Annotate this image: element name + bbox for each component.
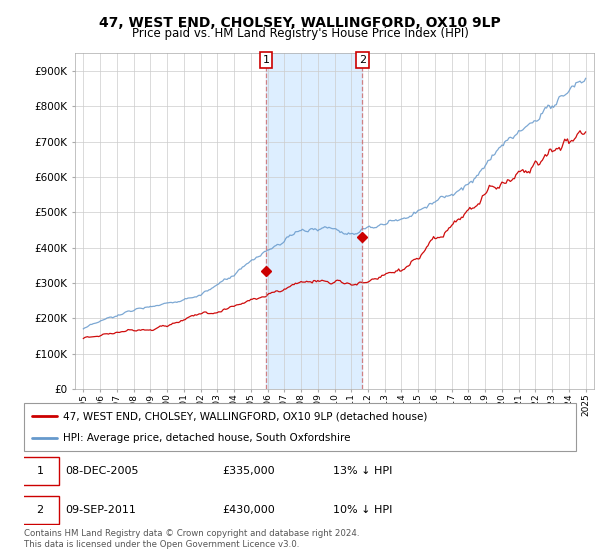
Text: 1: 1: [263, 55, 269, 65]
Text: 09-SEP-2011: 09-SEP-2011: [65, 505, 136, 515]
Text: 2: 2: [359, 55, 366, 65]
Text: HPI: Average price, detached house, South Oxfordshire: HPI: Average price, detached house, Sout…: [62, 433, 350, 443]
FancyBboxPatch shape: [21, 457, 59, 484]
Text: £335,000: £335,000: [223, 466, 275, 475]
FancyBboxPatch shape: [24, 403, 576, 451]
Text: Contains HM Land Registry data © Crown copyright and database right 2024.
This d: Contains HM Land Registry data © Crown c…: [24, 529, 359, 549]
Text: 1: 1: [37, 466, 44, 475]
Text: 10% ↓ HPI: 10% ↓ HPI: [333, 505, 392, 515]
Text: 2: 2: [37, 505, 44, 515]
Text: £430,000: £430,000: [223, 505, 275, 515]
Text: 47, WEST END, CHOLSEY, WALLINGFORD, OX10 9LP (detached house): 47, WEST END, CHOLSEY, WALLINGFORD, OX10…: [62, 411, 427, 421]
Text: 08-DEC-2005: 08-DEC-2005: [65, 466, 139, 475]
Text: 47, WEST END, CHOLSEY, WALLINGFORD, OX10 9LP: 47, WEST END, CHOLSEY, WALLINGFORD, OX10…: [99, 16, 501, 30]
FancyBboxPatch shape: [21, 496, 59, 524]
Bar: [266, 53, 362, 389]
Text: Price paid vs. HM Land Registry's House Price Index (HPI): Price paid vs. HM Land Registry's House …: [131, 27, 469, 40]
Text: 13% ↓ HPI: 13% ↓ HPI: [333, 466, 392, 475]
